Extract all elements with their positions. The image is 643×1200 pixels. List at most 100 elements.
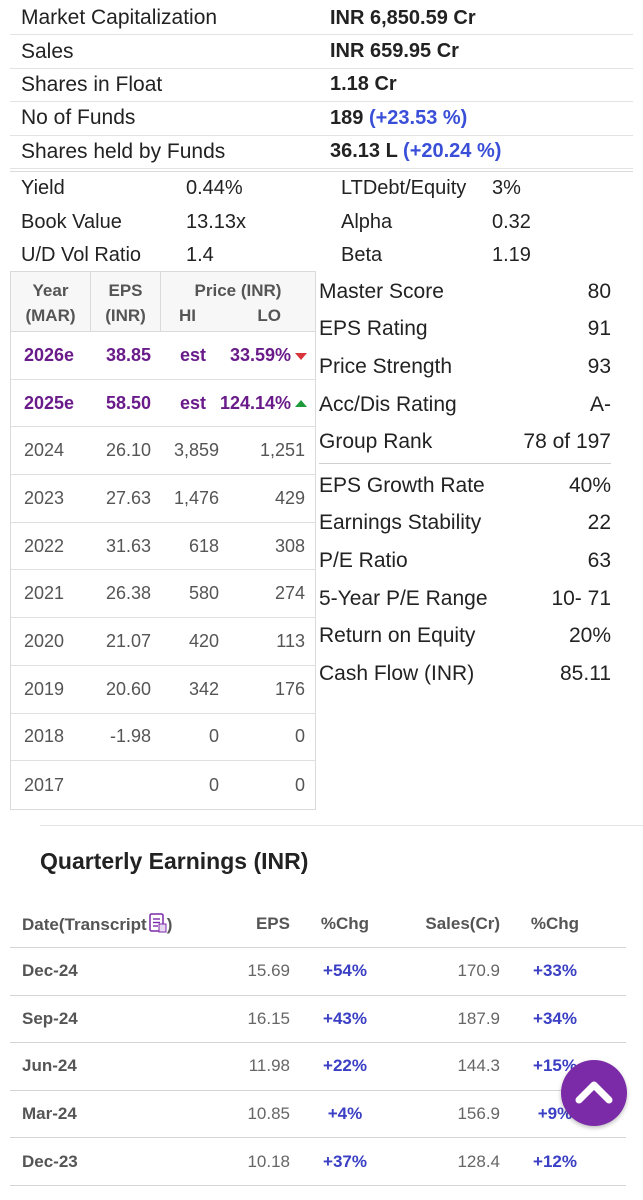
stock-summary: Market Capitalization INR 6,850.59 Cr Sa… xyxy=(10,2,633,169)
quarter-row: Mar-24 10.85 +4% 156.9 +9% xyxy=(10,1091,626,1139)
metric-value: 0.44% xyxy=(186,177,243,200)
header-date-close: ) xyxy=(166,914,173,934)
rating-row: Group Rank 78 of 197 xyxy=(319,423,611,461)
quarter-sales-chg: +33% xyxy=(533,961,577,981)
header-date-label: Date(Transcript xyxy=(22,914,147,934)
lo-cell: 33.59% xyxy=(206,345,315,366)
year-cell: 2025e xyxy=(24,392,75,413)
rating-label: Earnings Stability xyxy=(319,511,482,535)
header-eps-chg: %Chg xyxy=(320,913,370,933)
summary-change: (+20.24 %) xyxy=(403,140,502,163)
quarter-eps-chg: +43% xyxy=(323,1008,367,1028)
summary-row: Sales INR 659.95 Cr xyxy=(10,35,633,69)
quarter-date[interactable]: Sep-24 xyxy=(22,1008,78,1028)
year-cell: 2020 xyxy=(24,630,65,651)
ratings-divider xyxy=(319,462,611,464)
rating-label: Return on Equity xyxy=(319,624,476,648)
estimate-row: 2025e 58.50 est 124.14% xyxy=(11,380,315,428)
year-cell: 2026e xyxy=(24,344,75,365)
summary-row: Shares held by Funds 36.13 L (+20.24 %) xyxy=(10,136,633,169)
quarter-sales-chg: +9% xyxy=(537,1104,573,1124)
summary-row: No of Funds 189 (+23.53 %) xyxy=(10,102,633,136)
metric-label: Alpha xyxy=(341,210,393,233)
quarter-date[interactable]: Jun-24 xyxy=(22,1056,77,1076)
rating-row: 5-Year P/E Range 10- 71 xyxy=(319,580,611,618)
eps-cell: 38.85 xyxy=(105,344,151,365)
rating-label: P/E Ratio xyxy=(319,548,408,572)
quarter-eps: 10.18 xyxy=(247,1151,290,1171)
header-sales: Sales(Cr) xyxy=(425,913,500,933)
rating-value: A- xyxy=(590,392,611,416)
header-eps-sub: (INR) xyxy=(105,306,146,325)
hi-cell: est xyxy=(179,392,206,413)
quarter-eps-chg: +37% xyxy=(323,1151,367,1171)
quarter-sales: 156.9 xyxy=(457,1104,500,1124)
hi-cell: 0 xyxy=(208,774,219,795)
summary-value: INR 659.95 Cr xyxy=(330,40,459,63)
rating-row: Acc/Dis Rating A- xyxy=(319,386,611,424)
rating-value: 78 of 197 xyxy=(523,430,611,454)
hi-cell: 580 xyxy=(188,583,219,604)
metric-label: Yield xyxy=(21,177,65,200)
header-eps: EPS (INR) xyxy=(91,272,161,331)
eps-cell: 26.10 xyxy=(105,440,151,461)
summary-row: Market Capitalization INR 6,850.59 Cr xyxy=(10,2,633,36)
quarterly-table-header: Date(Transcript) EPS %Chg Sales(Cr) %Chg xyxy=(10,900,626,948)
rating-label: 5-Year P/E Range xyxy=(319,586,488,610)
header-price: Price (INR) HI LO xyxy=(161,272,315,331)
quarter-date[interactable]: Dec-24 xyxy=(22,961,78,981)
rating-label: Master Score xyxy=(319,279,444,303)
summary-value-main: 189 xyxy=(330,106,364,129)
header-eps: EPS xyxy=(255,913,290,933)
year-row: 2024 26.10 3,859 1,251 xyxy=(11,427,315,476)
rating-label: EPS Growth Rate xyxy=(319,473,485,497)
header-sales-chg: %Chg xyxy=(530,913,580,933)
quarter-eps: 10.85 xyxy=(247,1104,290,1124)
estimate-row: 2026e 38.85 est 33.59% xyxy=(11,332,315,380)
year-cell: 2021 xyxy=(24,583,65,604)
summary-value: INR 6,850.59 Cr xyxy=(330,6,476,29)
quarter-date[interactable]: Mar-24 xyxy=(22,1104,77,1124)
metric-row: U/D Vol Ratio 1.4 Beta 1.19 xyxy=(10,239,633,272)
year-cell: 2017 xyxy=(24,774,65,795)
summary-value: 36.13 L (+20.24 %) xyxy=(330,140,501,163)
year-row: 2017 0 0 xyxy=(11,761,315,809)
estimate-change: 33.59% xyxy=(229,344,291,365)
rating-value: 91 xyxy=(587,317,611,341)
eps-cell: 21.07 xyxy=(105,630,151,651)
rating-row: P/E Ratio 63 xyxy=(319,542,611,580)
quarter-row: Jun-24 11.98 +22% 144.3 +15% xyxy=(10,1043,626,1091)
document-icon[interactable] xyxy=(148,912,167,933)
header-year: Year (MAR) xyxy=(11,272,91,331)
quarter-sales: 187.9 xyxy=(457,1008,500,1028)
metric-row: Book Value 13.13x Alpha 0.32 xyxy=(10,205,633,238)
key-metrics: Yield 0.44% LTDebt/Equity 3% Book Value … xyxy=(10,171,633,272)
quarter-date[interactable]: Dec-23 xyxy=(22,1151,78,1171)
quarter-sales-chg: +15% xyxy=(533,1056,577,1076)
summary-label: Sales xyxy=(21,39,74,63)
rating-label: Group Rank xyxy=(319,430,433,454)
rating-label: EPS Rating xyxy=(319,317,428,341)
quarter-row: Dec-24 15.69 +54% 170.9 +33% xyxy=(10,948,626,996)
rating-label: Cash Flow (INR) xyxy=(319,661,475,685)
rating-value: 63 xyxy=(587,548,611,572)
eps-cell: 58.50 xyxy=(105,392,151,413)
lo-cell: 0 xyxy=(294,726,305,747)
year-row: 2023 27.63 1,476 429 xyxy=(11,475,315,523)
quarter-sales: 144.3 xyxy=(457,1056,500,1076)
rating-row: EPS Rating 91 xyxy=(319,311,611,349)
rating-value: 93 xyxy=(587,354,611,378)
summary-label: Shares in Float xyxy=(21,72,163,96)
year-cell: 2018 xyxy=(24,726,65,747)
scroll-to-top-button[interactable] xyxy=(561,1060,627,1126)
summary-label: Market Capitalization xyxy=(21,6,218,30)
year-row: 2021 26.38 580 274 xyxy=(11,570,315,619)
quarter-eps-chg: +4% xyxy=(327,1104,363,1124)
lo-cell: 308 xyxy=(274,535,305,556)
lo-cell: 274 xyxy=(274,583,305,604)
lo-cell: 1,251 xyxy=(259,440,305,461)
lo-cell: 176 xyxy=(274,678,305,699)
rating-row: Price Strength 93 xyxy=(319,348,611,386)
year-cell: 2023 xyxy=(24,487,65,508)
metric-value: 0.32 xyxy=(492,210,531,233)
